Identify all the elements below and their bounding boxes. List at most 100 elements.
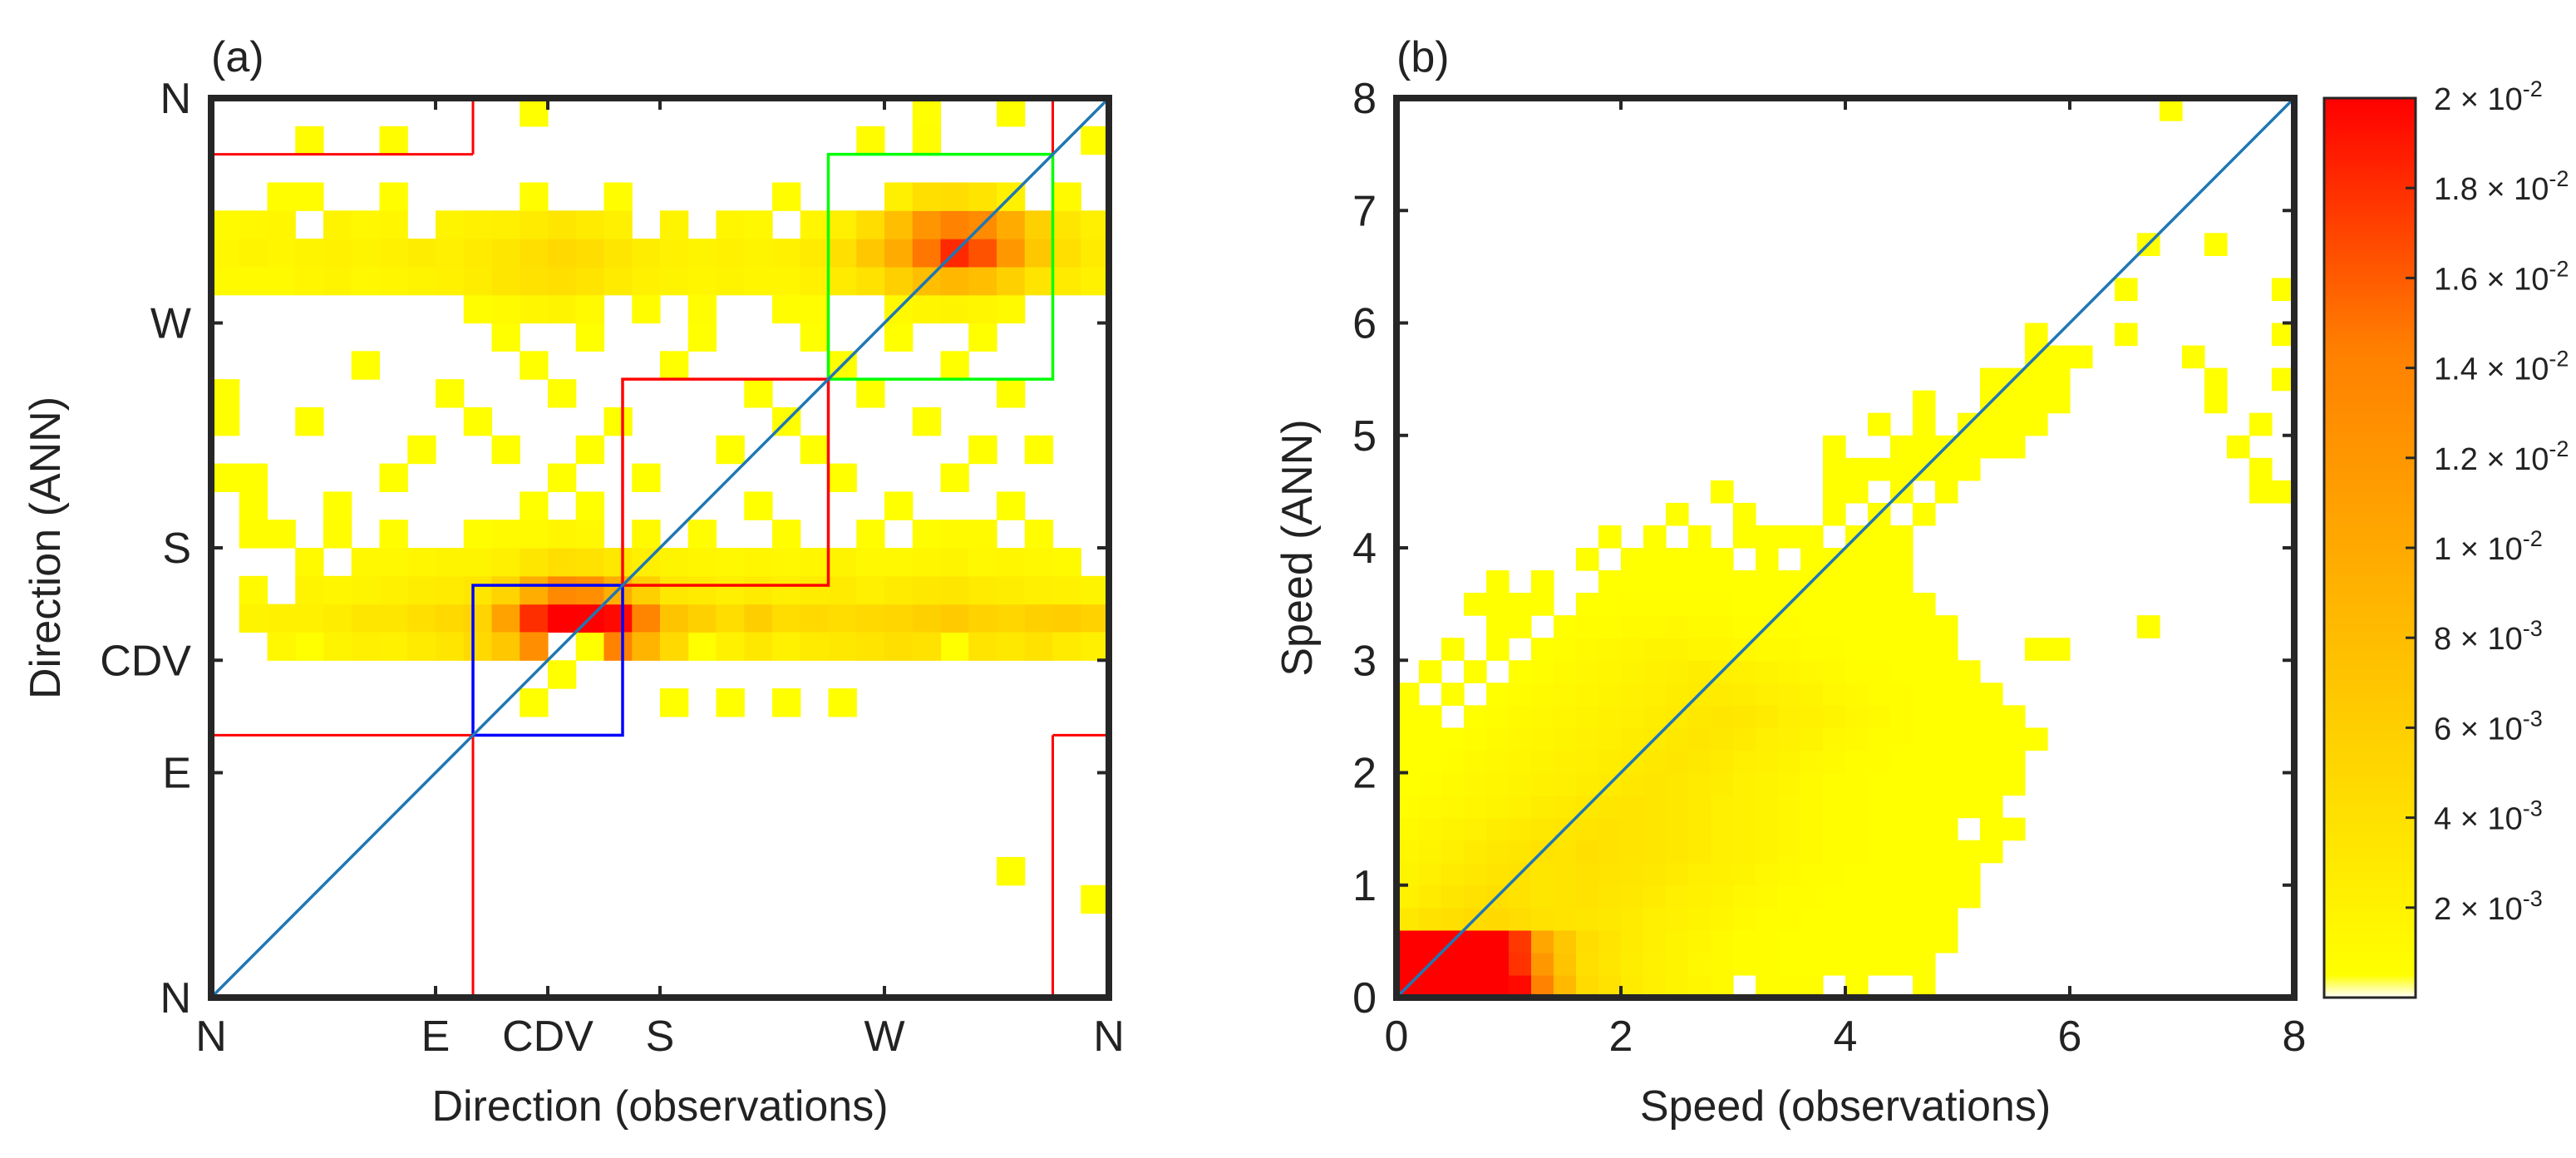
heatmap-cell bbox=[1823, 593, 1846, 616]
y-tick-label: W bbox=[150, 300, 191, 348]
heatmap-cell bbox=[1621, 727, 1644, 751]
heatmap-cell bbox=[2025, 412, 2048, 436]
heatmap-cell bbox=[1823, 885, 1846, 909]
heatmap-cell bbox=[1621, 817, 1644, 841]
heatmap-cell bbox=[323, 239, 352, 268]
heatmap-cell bbox=[520, 632, 549, 661]
heatmap-cell bbox=[1980, 840, 2003, 864]
x-tick-label: 2 bbox=[1609, 1013, 1633, 1061]
heatmap-cell bbox=[436, 548, 465, 577]
heatmap-cell bbox=[1598, 907, 1622, 931]
heatmap-cell bbox=[884, 548, 914, 577]
heatmap-cell bbox=[1052, 604, 1081, 633]
colorbar-tick-label: 1.2 × 10-2 bbox=[2434, 436, 2569, 477]
heatmap-cell bbox=[1464, 974, 1487, 998]
heatmap-cell bbox=[1666, 885, 1689, 909]
heatmap-cell bbox=[1823, 457, 1846, 481]
heatmap-cell bbox=[1778, 638, 1801, 661]
heatmap-cell bbox=[491, 632, 520, 661]
heatmap-cell bbox=[1800, 795, 1824, 819]
heatmap-cell bbox=[1464, 862, 1487, 886]
heatmap-cell bbox=[575, 266, 605, 296]
heatmap-cell bbox=[1396, 772, 1420, 796]
heatmap-cell bbox=[660, 632, 689, 661]
heatmap-cell bbox=[940, 632, 969, 661]
heatmap-cell bbox=[1554, 974, 1577, 998]
heatmap-cell bbox=[1935, 817, 1958, 841]
heatmap-cell bbox=[1778, 907, 1801, 931]
heatmap-cell bbox=[323, 210, 352, 239]
heatmap-cell bbox=[1958, 795, 1981, 819]
heatmap-cell bbox=[1509, 615, 1532, 638]
heatmap-cell bbox=[1441, 727, 1465, 751]
heatmap-cell bbox=[239, 520, 268, 549]
heatmap-cell bbox=[575, 210, 605, 239]
heatmap-cell bbox=[1823, 435, 1846, 459]
x-tick-label: 4 bbox=[1834, 1013, 1858, 1061]
heatmap-cell bbox=[1845, 660, 1869, 683]
heatmap-cell bbox=[1913, 638, 1936, 661]
heatmap-cell bbox=[884, 575, 914, 605]
heatmap-cell bbox=[491, 520, 520, 549]
heatmap-cell bbox=[1935, 705, 1958, 728]
heatmap-cell bbox=[1576, 705, 1599, 728]
heatmap-cell bbox=[1688, 548, 1712, 571]
heatmap-cell bbox=[491, 210, 520, 239]
heatmap-cell bbox=[1688, 817, 1712, 841]
heatmap-cell bbox=[1868, 952, 1891, 976]
heatmap-cell bbox=[1081, 126, 1110, 155]
heatmap-cell bbox=[1419, 885, 1442, 909]
heatmap-cell bbox=[1643, 862, 1667, 886]
heatmap-cell bbox=[1823, 660, 1846, 683]
heatmap-cell bbox=[1666, 907, 1689, 931]
heatmap-cell bbox=[239, 575, 268, 605]
heatmap-cell bbox=[1958, 885, 1981, 909]
heatmap-cell bbox=[1441, 840, 1465, 864]
heatmap-cell bbox=[1666, 772, 1689, 796]
heatmap-cell bbox=[1935, 840, 1958, 864]
heatmap-cell bbox=[1935, 457, 1958, 481]
heatmap-cell bbox=[997, 491, 1026, 520]
heatmap-cell bbox=[295, 182, 324, 211]
heatmap-cell bbox=[1958, 750, 1981, 774]
heatmap-cell bbox=[1598, 795, 1622, 819]
heatmap-cell bbox=[1486, 705, 1510, 728]
x-tick-label: 6 bbox=[2058, 1013, 2082, 1061]
heatmap-cell bbox=[1778, 705, 1801, 728]
heatmap-cell bbox=[575, 239, 605, 268]
heatmap-cell bbox=[2070, 345, 2093, 369]
heatmap-cell bbox=[1958, 862, 1981, 886]
heatmap-cell bbox=[1486, 795, 1510, 819]
heatmap-cell bbox=[1711, 638, 1734, 661]
heatmap-cell bbox=[772, 688, 801, 717]
heatmap-cell bbox=[211, 239, 240, 268]
heatmap-cell bbox=[1688, 885, 1712, 909]
heatmap-cell bbox=[1688, 593, 1712, 616]
heatmap-cell bbox=[1778, 795, 1801, 819]
heatmap-cell bbox=[575, 632, 605, 661]
heatmap-cell bbox=[1778, 862, 1801, 886]
heatmap-cell bbox=[575, 491, 605, 520]
heatmap-cell bbox=[548, 660, 577, 689]
heatmap-cell bbox=[1913, 952, 1936, 976]
y-tick-label: 6 bbox=[1352, 300, 1377, 348]
heatmap-cell bbox=[463, 632, 493, 661]
heatmap-cell bbox=[1666, 862, 1689, 886]
heatmap-cell bbox=[1486, 638, 1510, 661]
heatmap-cell bbox=[2002, 772, 2026, 796]
heatmap-cell bbox=[436, 266, 465, 296]
heatmap-cells bbox=[211, 98, 1110, 914]
heatmap-cell bbox=[491, 323, 520, 352]
heatmap-cell bbox=[1913, 727, 1936, 751]
heatmap-cell bbox=[1052, 575, 1081, 605]
heatmap-cell bbox=[828, 266, 857, 296]
heatmap-cell bbox=[548, 520, 577, 549]
heatmap-cell bbox=[379, 266, 408, 296]
heatmap-cell bbox=[856, 379, 885, 408]
heatmap-cell bbox=[1621, 907, 1644, 931]
heatmap-cell bbox=[940, 351, 969, 380]
heatmap-cell bbox=[1778, 750, 1801, 774]
heatmap-cell bbox=[660, 351, 689, 380]
heatmap-cell bbox=[1823, 795, 1846, 819]
heatmap-cell bbox=[1913, 682, 1936, 706]
